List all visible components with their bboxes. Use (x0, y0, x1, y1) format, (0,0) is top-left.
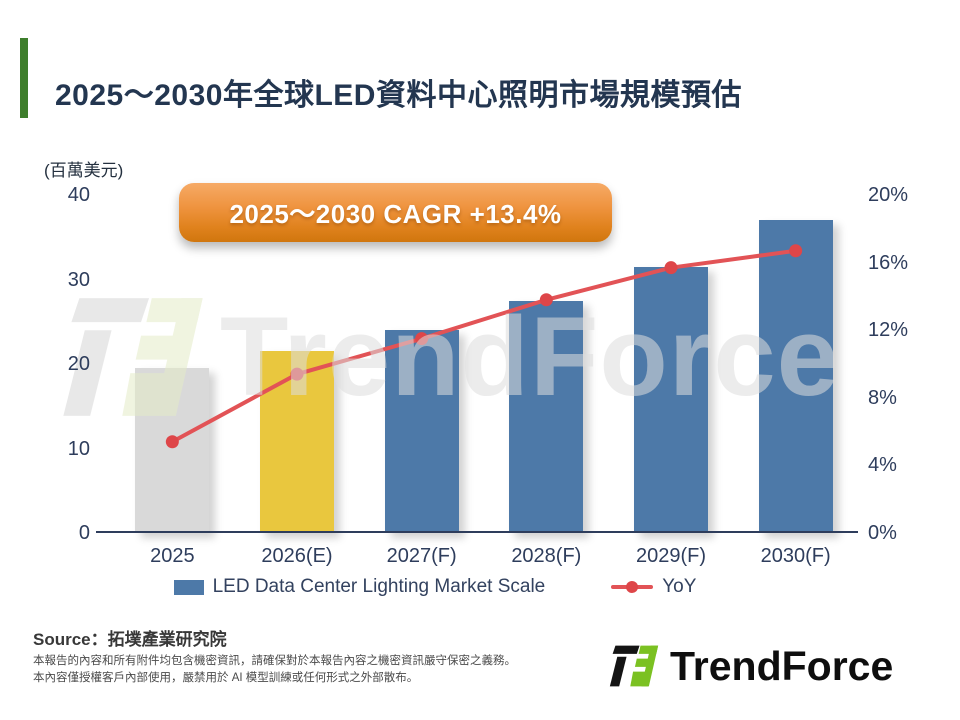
trendforce-logo-text: TrendForce (670, 642, 894, 689)
cagr-badge: 2025～2030 CAGR +13.4% (179, 183, 612, 242)
legend-line-dot-icon (626, 581, 639, 593)
yoy-point-2030(F) (789, 244, 803, 258)
right-axis-tick-12: 12% (868, 319, 909, 342)
left-axis-tick-40: 40 (67, 184, 90, 206)
title-accent-bar (20, 38, 28, 118)
confidentiality-note: 本報告的內容和所有附件均包含機密資訊，請確保對於本報告內容之機密資訊嚴守保密之義… (33, 653, 516, 687)
right-axis-tick-16: 16% (868, 251, 909, 274)
yoy-point-2027(F) (415, 332, 429, 346)
left-axis-tick-30: 30 (67, 268, 90, 291)
x-axis-line (96, 531, 858, 533)
x-axis-label-2025: 2025 (150, 545, 195, 567)
right-axis-tick-0: 0% (868, 522, 897, 544)
yoy-line (171, 248, 796, 444)
yoy-point-2029(F) (664, 261, 678, 275)
left-axis-unit-label: (百萬美元) (44, 161, 124, 180)
confidentiality-note-line1: 本報告的內容和所有附件均包含機密資訊，請確保對於本報告內容之機密資訊嚴守保密之義… (33, 655, 516, 667)
legend-line-label: YoY (662, 576, 697, 597)
plot-area (110, 195, 858, 533)
yoy-point-2028(F) (539, 293, 553, 307)
legend-line-swatch-icon (611, 581, 654, 593)
bar-2029(F) (634, 266, 708, 533)
right-axis-tick-20: 20% (868, 184, 909, 206)
x-axis-label-2029(F): 2029(F) (635, 545, 707, 567)
bar-2027(F) (384, 330, 459, 533)
source-text: Source：拓墣產業研究院 (33, 630, 227, 649)
yoy-line-chart (165, 244, 803, 449)
legend: LED Data Center Lighting Market Scale Yo… (0, 576, 870, 598)
yoy-point-2025 (165, 435, 179, 449)
right-axis-tick-8: 8% (868, 386, 897, 409)
left-axis-tick-0: 0 (78, 522, 90, 544)
legend-bar-label: LED Data Center Lighting Market Scale (212, 576, 546, 597)
right-axis-tick-4: 4% (868, 454, 897, 477)
cagr-badge-text: 2025～2030 CAGR +13.4% (229, 199, 562, 229)
legend-bar-swatch-icon (173, 579, 204, 595)
page-title: 2025～2030年全球LED資料中心照明市場規模預估 (55, 79, 742, 112)
x-axis-label-2030(F): 2030(F) (760, 545, 831, 567)
left-axis-tick-10: 10 (67, 437, 90, 460)
confidentiality-note-line2: 本內容僅授權客戶內部使用，嚴禁用於 AI 模型訓練或任何形式之外部散布。 (33, 672, 419, 684)
left-axis-tick-20: 20 (67, 353, 90, 375)
trendforce-logo-mark-icon (609, 645, 659, 687)
x-axis-label-2028(F): 2028(F) (511, 545, 582, 567)
trendforce-logo: TrendForce (608, 640, 893, 692)
yoy-point-2026(E) (290, 367, 304, 381)
bar-2028(F) (509, 300, 584, 533)
bar-2030(F) (758, 220, 833, 533)
x-axis-label-2026(E): 2026(E) (261, 545, 333, 567)
x-axis-label-2027(F): 2027(F) (386, 545, 457, 567)
bar-2026(E) (260, 351, 334, 533)
